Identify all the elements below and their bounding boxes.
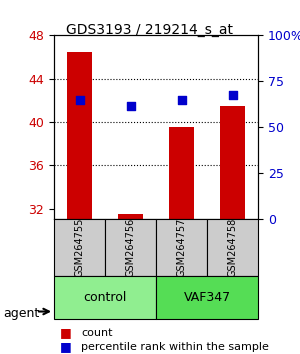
Bar: [67, 52, 92, 219]
FancyBboxPatch shape: [54, 276, 156, 319]
Text: ■: ■: [60, 341, 72, 353]
Text: GDS3193 / 219214_s_at: GDS3193 / 219214_s_at: [67, 23, 233, 37]
Bar: [220, 106, 245, 219]
Text: VAF347: VAF347: [183, 291, 231, 304]
Text: agent: agent: [3, 307, 39, 320]
Point: [77, 98, 82, 103]
FancyBboxPatch shape: [156, 276, 258, 319]
Text: percentile rank within the sample: percentile rank within the sample: [81, 342, 269, 352]
Text: GSM264755: GSM264755: [74, 218, 85, 278]
Text: count: count: [81, 328, 112, 338]
Text: GSM264758: GSM264758: [227, 218, 238, 278]
Bar: [169, 127, 194, 219]
FancyBboxPatch shape: [156, 219, 207, 276]
FancyBboxPatch shape: [207, 219, 258, 276]
Text: GSM264756: GSM264756: [125, 218, 136, 278]
Text: GSM264757: GSM264757: [176, 218, 187, 278]
Point: [230, 92, 235, 98]
Text: control: control: [83, 291, 127, 304]
Point: [179, 98, 184, 103]
FancyBboxPatch shape: [54, 219, 105, 276]
Text: ■: ■: [60, 326, 72, 339]
FancyBboxPatch shape: [105, 219, 156, 276]
Point: [128, 103, 133, 109]
Bar: [118, 214, 143, 219]
